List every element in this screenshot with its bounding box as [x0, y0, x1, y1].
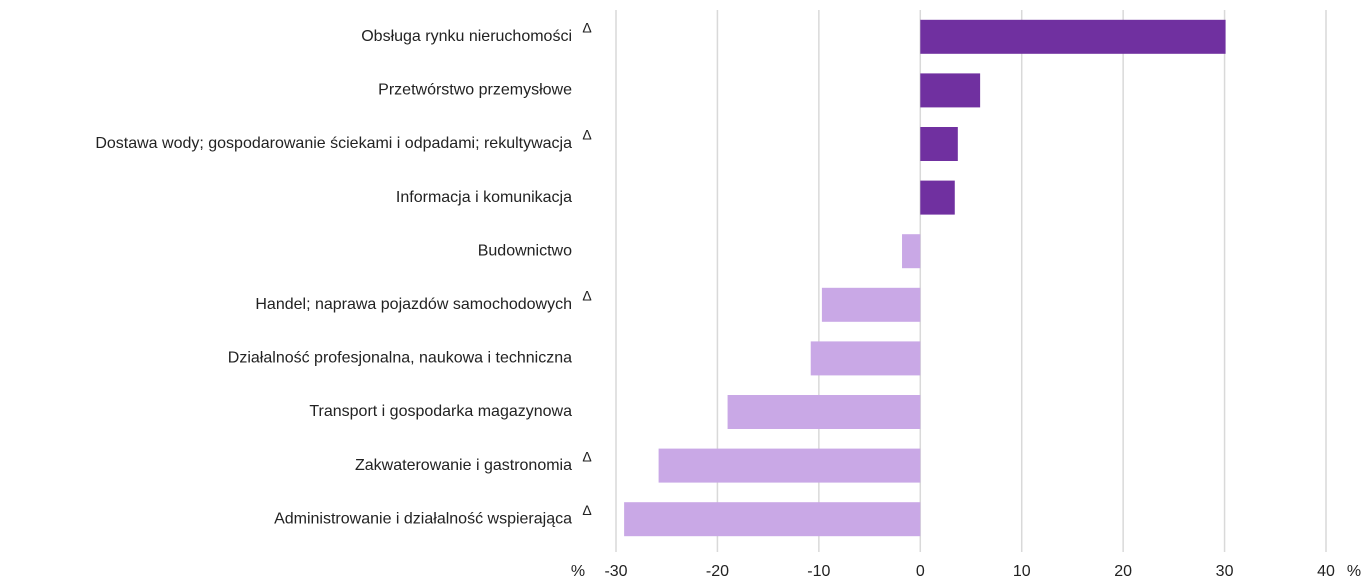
- bar: [902, 234, 921, 269]
- bar: [624, 502, 921, 537]
- bar: [920, 127, 958, 161]
- x-tick-label: 30: [1216, 563, 1234, 580]
- x-tick-label: 0: [916, 563, 925, 580]
- annotation: Δ: [582, 502, 591, 518]
- x-unit: %: [1347, 563, 1361, 580]
- x-tick-label: -20: [706, 563, 729, 580]
- category-label: Handel; naprawa pojazdów samochodowych: [255, 296, 572, 313]
- bar: [920, 180, 955, 215]
- x-tick-label: -10: [807, 563, 830, 580]
- category-label: Obsługa rynku nieruchomości: [361, 28, 572, 45]
- x-tick-label: 20: [1114, 563, 1132, 580]
- category-label: Administrowanie i działalność wspierając…: [274, 510, 572, 527]
- bar: [727, 395, 921, 429]
- annotation: Δ: [582, 20, 591, 36]
- category-label: Transport i gospodarka magazynowa: [309, 403, 572, 420]
- annotation: Δ: [582, 288, 591, 304]
- bar: [920, 19, 1226, 54]
- category-label: Informacja i komunikacja: [396, 189, 572, 206]
- category-label: Dostawa wody; gospodarowanie ściekami i …: [95, 135, 572, 152]
- category-label: Budownictwo: [478, 242, 572, 259]
- bar: [810, 341, 921, 376]
- x-tick-label: -30: [604, 563, 627, 580]
- category-label: Przetwórstwo przemysłowe: [378, 82, 572, 99]
- bar: [920, 73, 981, 108]
- bar: [821, 287, 921, 322]
- bar: [658, 448, 921, 483]
- category-label: Działalność profesjonalna, naukowa i tec…: [228, 350, 572, 367]
- x-tick-label: 10: [1013, 563, 1031, 580]
- x-unit: %: [571, 563, 585, 580]
- category-label: Zakwaterowanie i gastronomia: [355, 457, 572, 474]
- annotation: Δ: [582, 448, 591, 464]
- x-tick-label: 40: [1317, 563, 1335, 580]
- annotation: Δ: [582, 127, 591, 143]
